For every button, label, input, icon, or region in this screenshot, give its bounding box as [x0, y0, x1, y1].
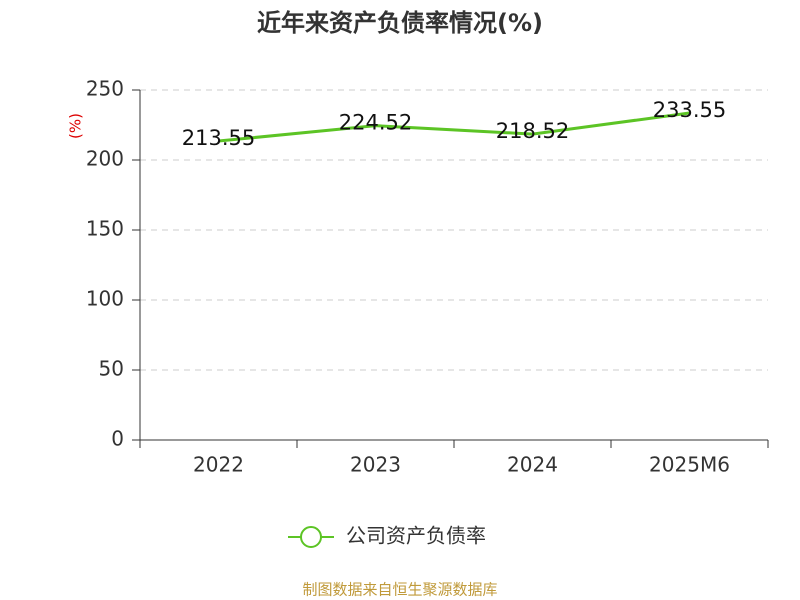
y-tick-label: 0 [111, 427, 124, 451]
y-tick-label: 100 [86, 287, 124, 311]
y-tick-label: 50 [99, 357, 124, 381]
data-label: 233.55 [653, 98, 726, 122]
source: 制图数据来自恒生聚源数据库 [302, 581, 497, 599]
x-tick-label: 2022 [193, 453, 244, 477]
legend-label: 公司资产负债率 [346, 524, 486, 548]
chart-title: 近年来资产负债率情况(%) [257, 9, 543, 37]
x-tick-label: 2025M6 [649, 453, 730, 477]
data-label: 213.55 [182, 126, 255, 150]
y-tick-label: 150 [86, 217, 124, 241]
line [218, 111, 690, 143]
y-tick-label: 200 [86, 147, 124, 171]
data-label: 218.52 [496, 119, 569, 143]
data-label: 224.52 [339, 111, 412, 135]
y-tick-label: 250 [86, 77, 124, 101]
y-axis-label: (%) [67, 113, 85, 139]
x-tick-label: 2024 [507, 453, 558, 477]
x-tick-label: 2023 [350, 453, 401, 477]
legend-marker [300, 526, 322, 548]
